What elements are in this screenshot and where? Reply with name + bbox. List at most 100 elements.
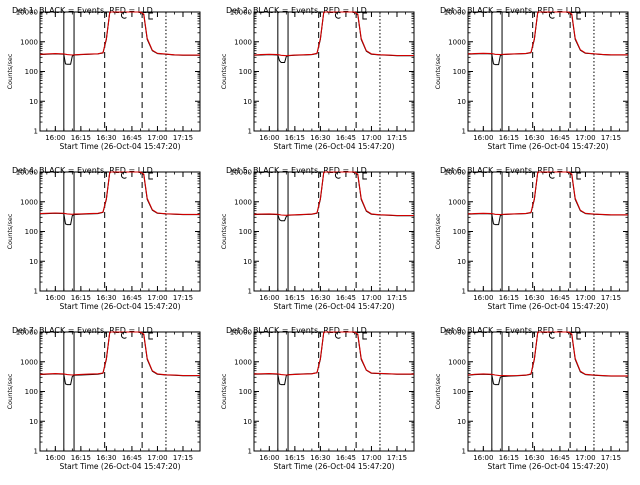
x-tick-label: 16:15 [285, 454, 305, 462]
y-tick-label: 10000 [230, 329, 252, 337]
x-tick-label: 16:30 [96, 294, 116, 302]
x-tick-label: 16:45 [336, 294, 356, 302]
y-tick-label: 1000 [234, 358, 252, 366]
x-tick-label: 16:30 [310, 134, 330, 142]
series-line-lld [467, 171, 628, 216]
x-tick-label: 17:00 [361, 294, 381, 302]
y-tick-label: 1000 [448, 198, 466, 206]
y-tick-label: 100 [239, 68, 252, 76]
x-tick-label: 16:15 [71, 134, 91, 142]
x-tick-label: 17:15 [601, 454, 621, 462]
y-axis-label: Counts/sec [434, 213, 442, 249]
y-tick-label: 1000 [20, 358, 38, 366]
series-line-lld [253, 11, 414, 57]
panel-title: Det 3, BLACK = Events, RED = LLD [440, 6, 581, 15]
x-tick-label: 16:30 [524, 134, 544, 142]
y-tick-label: 1 [248, 128, 252, 136]
y-tick-label: 100 [25, 68, 38, 76]
y-tick-label: 100 [239, 388, 252, 396]
start-marker-symbol [334, 171, 341, 179]
y-tick-label: 100 [25, 388, 38, 396]
x-axis-label: Start Time (26-Oct-04 15:47:20) [273, 142, 394, 151]
x-tick-label: 17:00 [361, 134, 381, 142]
x-axis-label: Start Time (26-Oct-04 15:47:20) [487, 142, 608, 151]
end-marker-symbol [576, 332, 581, 340]
y-tick-label: 10 [457, 258, 466, 266]
y-axis-label: Counts/sec [6, 213, 14, 249]
y-tick-label: 1 [462, 288, 466, 296]
x-tick-label: 16:00 [259, 294, 279, 302]
panel-title: Det 4, BLACK = Events, RED = LLD [12, 166, 153, 175]
x-tick-label: 16:00 [45, 294, 65, 302]
start-marker-symbol [334, 11, 341, 19]
y-tick-label: 1 [248, 448, 252, 456]
x-tick-label: 16:45 [550, 454, 570, 462]
detector-panel-4: Det 4, BLACK = Events, RED = LLD 1 10 100 10… [6, 166, 201, 311]
x-tick-label: 16:30 [524, 294, 544, 302]
x-tick-label: 17:15 [173, 134, 193, 142]
detector-panel-1: Det 1, BLACK = Events, RED = LLD 1 10 100 10… [6, 6, 201, 151]
x-tick-label: 17:00 [575, 454, 595, 462]
series-line-lld [253, 331, 414, 376]
y-tick-label: 1 [34, 288, 38, 296]
x-tick-label: 16:00 [45, 454, 65, 462]
x-tick-label: 17:15 [387, 454, 407, 462]
y-axis-label: Counts/sec [220, 53, 228, 89]
detector-panel-8: Det 8, BLACK = Events, RED = LLD 1 10 100 10… [220, 326, 415, 471]
end-marker-symbol [576, 12, 581, 20]
x-tick-label: 16:30 [96, 134, 116, 142]
x-tick-label: 16:30 [524, 454, 544, 462]
y-tick-label: 10 [29, 418, 38, 426]
detector-panel-3: Det 3, BLACK = Events, RED = LLD 1 10 100 10… [434, 6, 629, 151]
x-tick-label: 17:15 [387, 134, 407, 142]
y-tick-label: 10000 [16, 9, 38, 17]
x-tick-label: 16:00 [473, 294, 493, 302]
end-marker-symbol [362, 332, 367, 340]
series-line-lld [253, 171, 414, 217]
end-marker-symbol [148, 332, 153, 340]
series-line-lld [39, 171, 200, 215]
x-tick-label: 16:00 [259, 454, 279, 462]
series-line-lld [39, 11, 200, 56]
detector-panel-6: Det 6, BLACK = Events, RED = LLD 1 10 100 10… [434, 166, 629, 311]
end-marker-symbol [148, 172, 153, 180]
x-tick-label: 16:15 [71, 454, 91, 462]
start-marker-symbol [548, 11, 555, 19]
y-tick-label: 1000 [20, 198, 38, 206]
y-tick-label: 1000 [448, 358, 466, 366]
y-tick-label: 10 [243, 418, 252, 426]
x-axis-label: Start Time (26-Oct-04 15:47:20) [487, 462, 608, 471]
x-tick-label: 16:45 [550, 294, 570, 302]
panel-title: Det 5, BLACK = Events, RED = LLD [226, 166, 367, 175]
panel-title: Det 8, BLACK = Events, RED = LLD [226, 326, 367, 335]
x-tick-label: 16:00 [259, 134, 279, 142]
x-axis-label: Start Time (26-Oct-04 15:47:20) [273, 302, 394, 311]
x-tick-label: 16:45 [122, 454, 142, 462]
end-marker-symbol [148, 12, 153, 20]
y-tick-label: 1 [34, 448, 38, 456]
x-tick-label: 17:00 [147, 294, 167, 302]
x-axis-label: Start Time (26-Oct-04 15:47:20) [59, 302, 180, 311]
y-tick-label: 10000 [444, 169, 466, 177]
detector-panel-9: Det 9, BLACK = Events, RED = LLD 1 10 100 10… [434, 326, 629, 471]
y-tick-label: 1000 [234, 198, 252, 206]
x-tick-label: 16:30 [96, 454, 116, 462]
y-tick-label: 1 [34, 128, 38, 136]
x-tick-label: 17:00 [575, 134, 595, 142]
detector-panel-5: Det 5, BLACK = Events, RED = LLD 1 10 100 10… [220, 166, 415, 311]
end-marker-symbol [362, 172, 367, 180]
y-tick-label: 10 [243, 258, 252, 266]
y-tick-label: 10000 [444, 329, 466, 337]
x-tick-label: 16:45 [550, 134, 570, 142]
y-tick-label: 10 [243, 98, 252, 106]
y-tick-label: 10000 [230, 9, 252, 17]
start-marker-symbol [120, 331, 127, 339]
end-marker-symbol [576, 172, 581, 180]
x-tick-label: 16:30 [310, 294, 330, 302]
x-axis-label: Start Time (26-Oct-04 15:47:20) [487, 302, 608, 311]
y-axis-label: Counts/sec [434, 373, 442, 409]
y-tick-label: 1 [462, 128, 466, 136]
y-axis-label: Counts/sec [220, 213, 228, 249]
